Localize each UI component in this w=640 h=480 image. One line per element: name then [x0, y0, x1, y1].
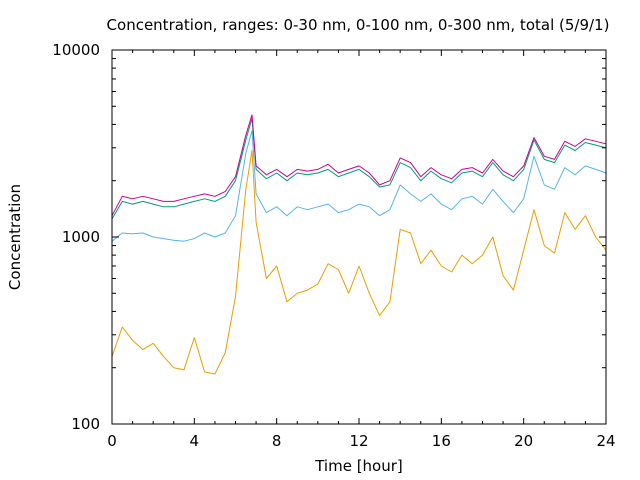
y-tick-label: 10000 — [52, 41, 100, 59]
x-tick-label: 8 — [272, 432, 282, 450]
plot-frame — [111, 49, 607, 425]
x-axis-title: Time [hour] — [314, 457, 403, 475]
series-line-4 — [111, 114, 607, 216]
y-tick-label: 1000 — [62, 228, 100, 246]
x-tick-label: 4 — [190, 432, 200, 450]
x-tick-label: 12 — [349, 432, 368, 450]
y-axis-title: Concentration — [6, 184, 24, 290]
x-tick-label: 24 — [596, 432, 615, 450]
plot-area — [111, 114, 607, 375]
x-tick-label: 0 — [107, 432, 117, 450]
series-line-3 — [111, 118, 607, 220]
axis-ticks: 0 4 8 12 16 20 24 100 1000 10000 — [52, 41, 615, 450]
x-tick-label: 20 — [514, 432, 533, 450]
chart-title: Concentration, ranges: 0-30 nm, 0-100 nm… — [107, 16, 610, 34]
y-tick-label: 100 — [71, 415, 100, 433]
x-tick-label: 16 — [432, 432, 451, 450]
series-line-1 — [111, 150, 607, 375]
series-line-2 — [111, 130, 607, 242]
